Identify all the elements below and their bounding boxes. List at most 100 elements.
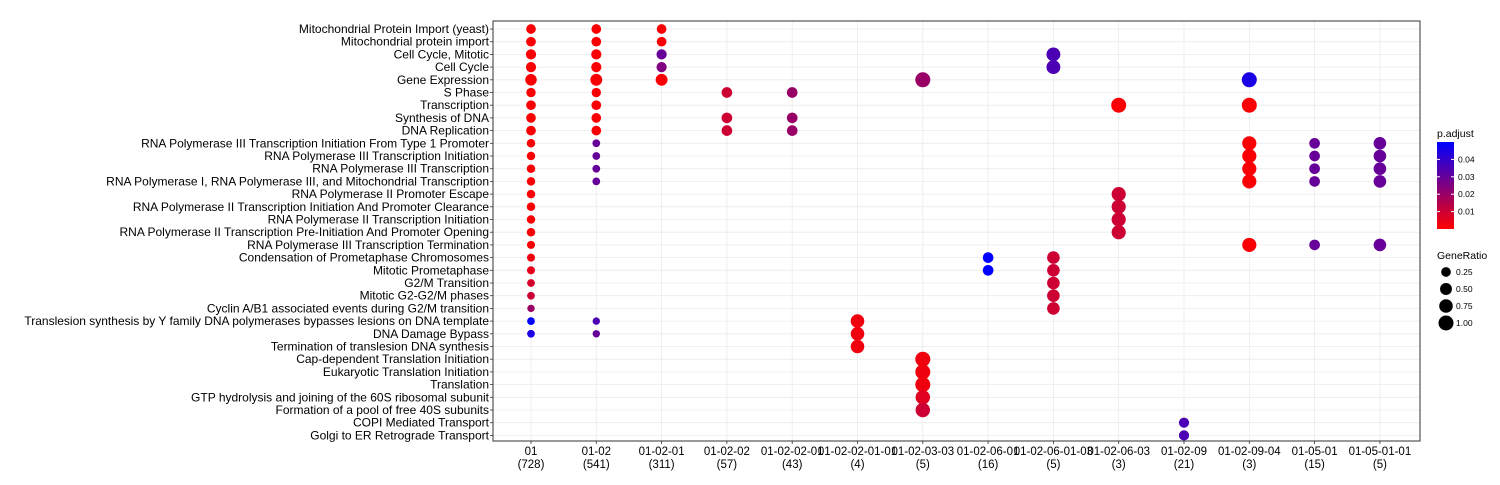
x-tick-label: 01-02-09 <box>1161 446 1207 458</box>
x-tick-count: (5) <box>916 459 930 471</box>
size-legend-label: 0.50 <box>1456 284 1473 294</box>
data-point <box>915 377 931 393</box>
data-point <box>982 252 994 263</box>
data-point <box>591 125 602 136</box>
x-tick-count: (541) <box>583 459 610 471</box>
data-point <box>1309 163 1320 175</box>
color-legend-label: 0.04 <box>1458 154 1475 164</box>
data-point <box>915 390 931 405</box>
data-point <box>591 87 601 98</box>
y-tick-label: Mitotic Prometaphase <box>373 263 489 277</box>
y-tick-label: GTP hydrolysis and joining of the 60S ri… <box>191 390 490 404</box>
y-tick-label: Golgi to ER Retrograde Transport <box>310 428 489 442</box>
color-legend-bar <box>1437 142 1454 229</box>
data-point <box>591 61 602 73</box>
y-tick-label: Eukaryotic Translation Initiation <box>323 365 489 379</box>
y-tick-label: Transcription <box>420 98 489 112</box>
data-point <box>527 291 535 300</box>
x-tick-label: 01-02-02 <box>704 446 750 458</box>
data-point <box>590 73 603 86</box>
data-point <box>1309 176 1320 187</box>
size-legend-dot <box>1438 315 1454 331</box>
data-point <box>721 125 733 136</box>
y-tick-label: S Phase <box>444 86 490 100</box>
y-tick-label: COPI Mediated Transport <box>353 416 490 430</box>
data-point <box>527 329 535 338</box>
y-tick-label: RNA Polymerase I, RNA Polymerase III, an… <box>106 174 489 188</box>
data-point <box>1047 289 1060 303</box>
data-point <box>721 87 733 98</box>
data-point <box>1373 136 1387 150</box>
data-point <box>526 189 536 199</box>
x-tick-count: (3) <box>1112 459 1126 471</box>
y-tick-label: RNA Polymerase II Transcription Pre-Init… <box>119 225 489 239</box>
data-point <box>1373 238 1387 252</box>
color-legend-label: 0.02 <box>1458 189 1475 199</box>
y-tick-label: Mitochondrial protein import <box>341 35 490 49</box>
data-point <box>1178 417 1190 428</box>
data-point <box>1111 187 1126 202</box>
data-point <box>1111 225 1126 240</box>
y-tick-label: Mitotic G2-G2/M phases <box>360 289 489 303</box>
y-tick-label: Gene Expression <box>397 73 489 87</box>
y-tick-label: RNA Polymerase III Transcription Initiat… <box>141 136 489 150</box>
data-point <box>526 215 536 224</box>
x-tick-label: 01-02-09-04 <box>1218 446 1281 458</box>
x-tick-count: (21) <box>1174 459 1195 471</box>
x-tick-count: (15) <box>1304 459 1325 471</box>
y-tick-label: DNA Damage Bypass <box>373 327 489 341</box>
data-point <box>1111 212 1126 227</box>
data-point <box>592 317 600 325</box>
data-point <box>526 202 536 212</box>
data-point <box>1373 149 1387 163</box>
size-legend-dot <box>1440 283 1452 295</box>
data-point <box>721 112 733 124</box>
data-point <box>1309 239 1320 251</box>
data-point <box>656 61 667 73</box>
data-point <box>526 87 536 98</box>
x-tick-count: (3) <box>1242 459 1256 471</box>
color-legend-label: 0.03 <box>1458 172 1475 182</box>
x-tick-count: (5) <box>1373 459 1387 471</box>
data-point <box>527 279 535 287</box>
x-tick-label: 01-02-01 <box>639 446 685 458</box>
data-point <box>526 113 536 123</box>
y-tick-label: Cell Cycle, Mitotic <box>394 47 489 61</box>
y-tick-label: G2/M Transition <box>404 276 489 290</box>
data-point <box>592 139 601 148</box>
size-legend-label: 0.75 <box>1456 301 1473 311</box>
data-point <box>591 36 602 47</box>
x-tick-label: 01-02-03-03 <box>891 446 954 458</box>
data-point <box>1309 137 1320 149</box>
y-tick-label: DNA Replication <box>402 124 489 138</box>
data-point <box>526 24 536 34</box>
data-point <box>850 327 865 341</box>
data-point <box>592 330 600 338</box>
data-point <box>1241 97 1257 113</box>
x-tick-count: (43) <box>782 459 803 471</box>
x-tick-count: (57) <box>717 459 738 471</box>
y-tick-label: RNA Polymerase III Transcription Termina… <box>247 238 489 252</box>
x-tick-label: 01-02-02-01-01 <box>818 446 897 458</box>
y-tick-label: Condensation of Prometaphase Chromosomes <box>239 251 489 265</box>
x-tick-label: 01-05-01-01 <box>1349 446 1412 458</box>
data-point <box>786 112 798 124</box>
data-point <box>786 125 798 136</box>
data-point <box>526 240 536 249</box>
data-point <box>1242 148 1257 164</box>
data-point <box>1047 276 1060 290</box>
data-point <box>1047 302 1060 315</box>
data-point <box>526 227 536 237</box>
x-tick-label: 01-02-06-01 <box>957 446 1020 458</box>
data-point <box>592 177 601 186</box>
x-tick-count: (728) <box>518 459 545 471</box>
y-tick-label: Synthesis of DNA <box>395 111 489 125</box>
plot-border <box>492 20 1421 442</box>
y-tick-label: Formation of a pool of free 40S subunits <box>276 403 489 417</box>
y-tick-label: Translation <box>430 378 489 392</box>
x-tick-label: 01-02 <box>582 446 611 458</box>
x-tick-count: (5) <box>1046 459 1060 471</box>
size-legend-title: GeneRatio <box>1437 250 1487 262</box>
data-point <box>656 36 667 47</box>
